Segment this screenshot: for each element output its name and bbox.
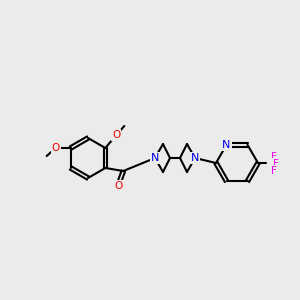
Text: F: F [273, 159, 279, 169]
Text: N: N [222, 140, 231, 150]
Text: O: O [52, 143, 60, 153]
Text: F: F [271, 166, 277, 176]
Text: O: O [114, 181, 122, 191]
Text: F: F [271, 152, 277, 162]
Text: N: N [191, 153, 199, 163]
Text: N: N [151, 153, 159, 163]
Text: O: O [112, 130, 120, 140]
